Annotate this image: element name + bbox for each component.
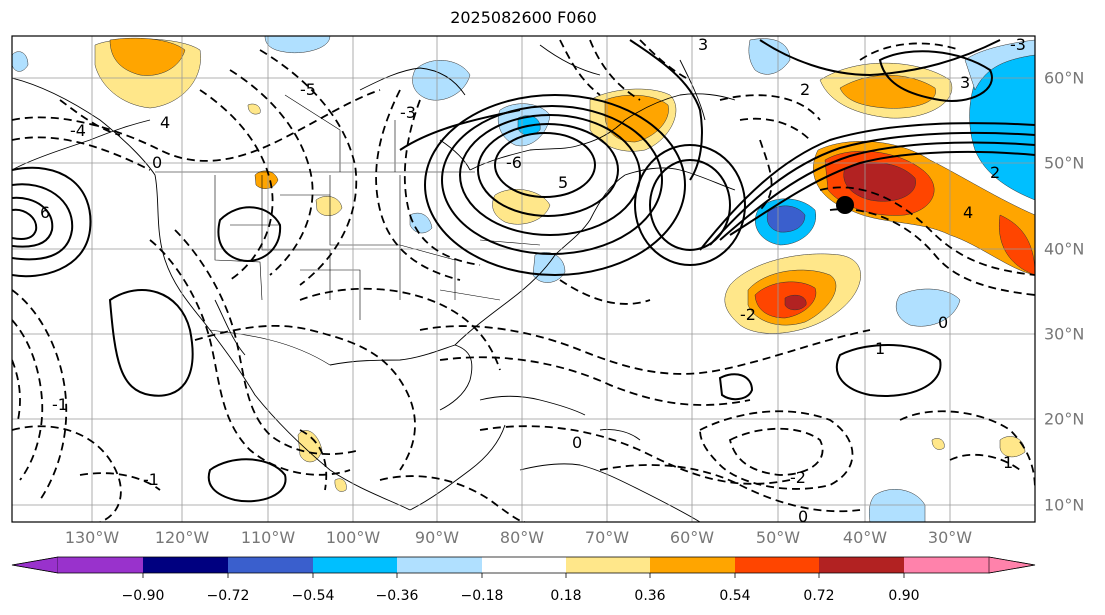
colorbar-tick: 0.18 xyxy=(550,588,582,604)
contour-label: 1 xyxy=(1003,453,1013,472)
contour-label: -2 xyxy=(740,305,756,324)
lat-label: 20°N xyxy=(1044,409,1085,429)
contour-label: -1 xyxy=(52,395,68,414)
contour-label: 0 xyxy=(798,507,808,526)
lon-label: 70°W xyxy=(584,528,630,547)
lon-label: 100°W xyxy=(325,528,381,547)
solid-contours xyxy=(12,39,1035,503)
lat-label: 40°N xyxy=(1044,239,1085,259)
dashed-contours xyxy=(12,39,1035,522)
lat-label: 60°N xyxy=(1044,68,1085,88)
colorbar-segment xyxy=(58,557,143,573)
lat-label: 50°N xyxy=(1044,153,1085,173)
weather-map: 3 3 2 1 0 -1 -2 -3 4 -4 6 -6 5 -5 0 0 0 … xyxy=(11,35,1036,526)
colorbar-segment xyxy=(228,557,313,573)
contour-label: -5 xyxy=(300,80,316,99)
contour-labels: 3 3 2 1 0 -1 -2 -3 4 -4 6 -6 5 -5 0 0 0 … xyxy=(40,35,1026,526)
contour-label: -2 xyxy=(790,468,806,487)
contour-label: -3 xyxy=(400,103,416,122)
colorbar-tick: −0.54 xyxy=(291,588,335,604)
contour-label: -3 xyxy=(1010,35,1026,54)
lon-label: 60°W xyxy=(669,528,715,547)
colorbar-tick: −0.18 xyxy=(460,588,504,604)
black-dot-marker xyxy=(836,196,854,214)
lon-label: 90°W xyxy=(414,528,460,547)
contour-label: 5 xyxy=(558,173,568,192)
lon-label: 30°W xyxy=(927,528,973,547)
colorbar-segment xyxy=(482,557,566,573)
lat-label: 10°N xyxy=(1044,495,1085,515)
colorbar-tick: 0.36 xyxy=(634,588,666,604)
lon-label: 40°W xyxy=(842,528,888,547)
colorbar-tick: 0.72 xyxy=(803,588,835,604)
contour-label: 1 xyxy=(875,339,885,358)
contour-label: -1 xyxy=(143,470,159,489)
colorbar-segment xyxy=(904,557,989,573)
colorbar-segment xyxy=(397,557,482,573)
colorbar-segment xyxy=(143,557,228,573)
contour-label: 4 xyxy=(160,113,170,132)
colorbar-segment xyxy=(313,557,397,573)
colorbar-segment xyxy=(566,557,650,573)
colorbar-tick: −0.72 xyxy=(206,588,250,604)
lon-label: 130°W xyxy=(64,528,120,547)
contour-label: 2 xyxy=(800,80,810,99)
contour-label: 0 xyxy=(572,433,582,452)
colorbar xyxy=(11,556,1036,578)
contour-label: 3 xyxy=(960,73,970,92)
colorbar-segment xyxy=(11,556,59,574)
colorbar-segment xyxy=(819,557,904,573)
contour-label: 3 xyxy=(698,35,708,54)
lon-label: 50°W xyxy=(755,528,801,547)
colorbar-tick: −0.90 xyxy=(121,588,165,604)
colorbar-tick: 0.90 xyxy=(888,588,920,604)
contour-label: -4 xyxy=(70,121,86,140)
colorbar-segment xyxy=(988,556,1036,574)
lat-label: 30°N xyxy=(1044,324,1085,344)
map-title: 2025082600 F060 xyxy=(450,8,597,27)
colorbar-tick: −0.36 xyxy=(375,588,419,604)
contour-label: 4 xyxy=(963,203,973,222)
contour-label: 6 xyxy=(40,203,50,222)
contour-label: 2 xyxy=(990,163,1000,182)
contour-label: 0 xyxy=(152,153,162,172)
colorbar-segment xyxy=(650,557,735,573)
graticule xyxy=(12,36,1035,522)
colorbar-tick: 0.54 xyxy=(719,588,751,604)
contour-label: -6 xyxy=(506,153,522,172)
colorbar-segment xyxy=(735,557,819,573)
lon-label: 120°W xyxy=(154,528,210,547)
lon-label: 80°W xyxy=(499,528,545,547)
map-frame xyxy=(11,35,1036,523)
shaded-anomalies xyxy=(12,36,1035,522)
contour-label: 0 xyxy=(938,313,948,332)
lon-label: 110°W xyxy=(240,528,296,547)
